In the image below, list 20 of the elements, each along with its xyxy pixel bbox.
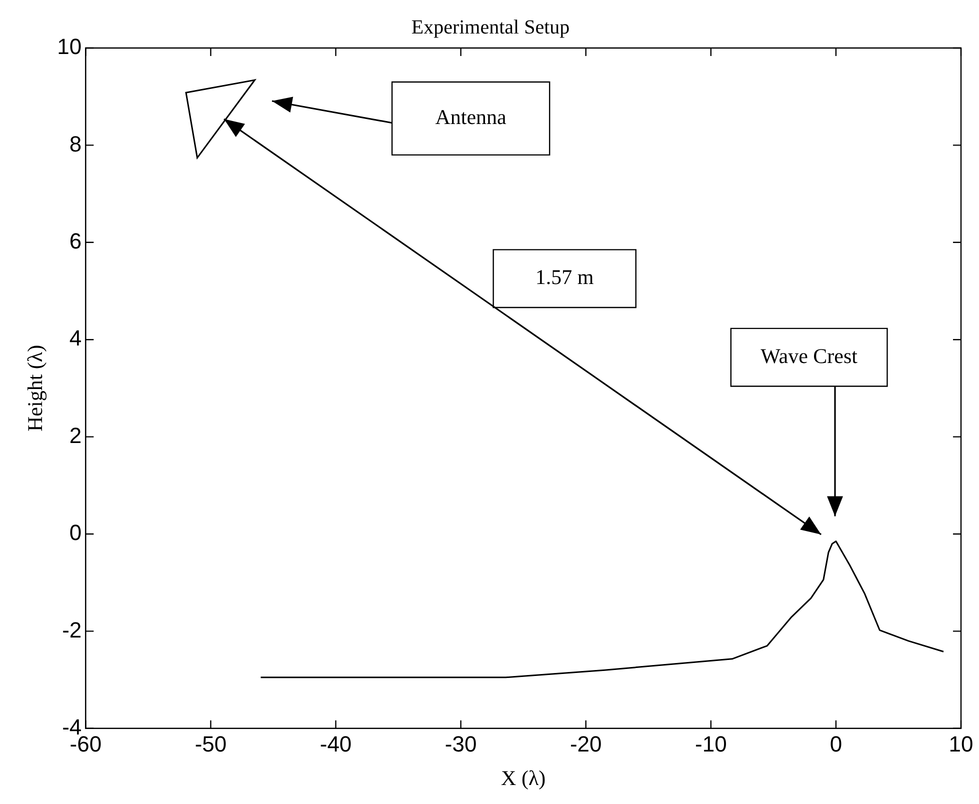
y-tick-label: -2 [62, 617, 82, 642]
y-tick-label: 0 [69, 520, 82, 546]
annotation: 1.57 m [535, 265, 594, 290]
annotation: Wave Crest [760, 344, 858, 368]
x-tick-label: -40 [320, 732, 352, 757]
x-axis-title: X (λ) [501, 766, 546, 790]
y-axis-title: Height (λ) [23, 344, 48, 432]
x-tick-label: -30 [444, 732, 477, 757]
y-tick-label: 4 [69, 326, 82, 351]
x-tick-label: 0 [830, 732, 842, 757]
x-tick-label: -50 [194, 732, 227, 757]
y-tick-label: 8 [69, 131, 82, 156]
y-tick-label: 2 [69, 422, 82, 448]
x-tick-label: -10 [695, 732, 727, 757]
y-tick-label: 10 [57, 34, 82, 60]
x-tick-label: -20 [570, 732, 602, 757]
annotation: Antenna [435, 104, 508, 129]
chart-title: Experimental Setup [411, 16, 570, 38]
y-tick-label: 6 [69, 228, 82, 254]
x-tick-label: 10 [948, 732, 974, 757]
